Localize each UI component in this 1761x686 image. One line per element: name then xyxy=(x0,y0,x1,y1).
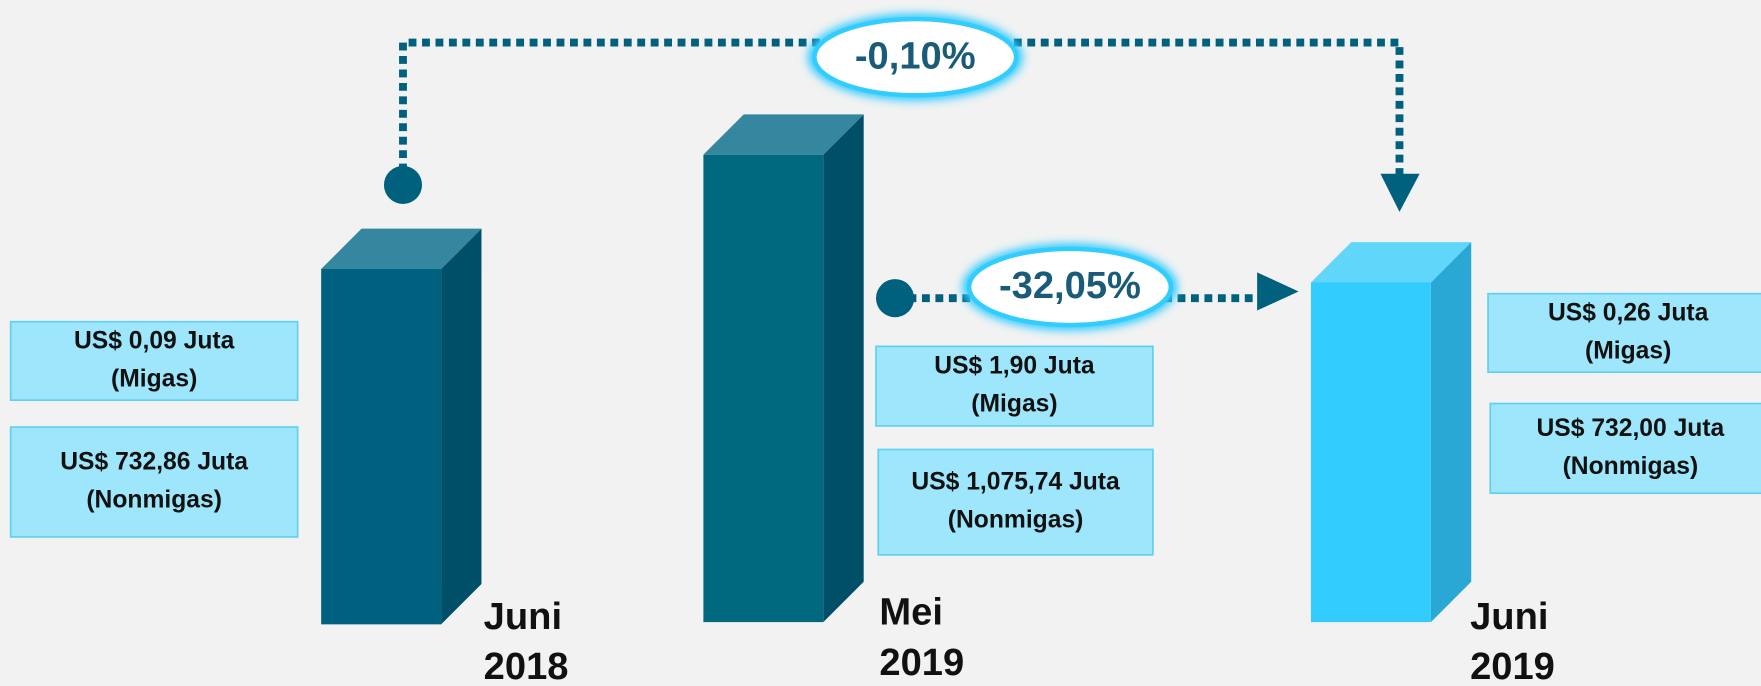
period-label: 2019 xyxy=(879,642,964,684)
bar-front xyxy=(703,154,824,623)
migas-text: US$ 0,26 Juta xyxy=(1548,299,1709,326)
nonmigas-text: (Nonmigas) xyxy=(948,507,1084,534)
nonmigas-box xyxy=(1489,402,1761,495)
nonmigas-box xyxy=(877,448,1154,556)
yoy-connector xyxy=(399,38,1404,185)
bar-top xyxy=(1310,242,1472,283)
migas-box xyxy=(9,320,299,402)
migas-text: US$ 0,09 Juta xyxy=(74,327,235,354)
nonmigas-text: US$ 732,00 Juta xyxy=(1537,415,1725,442)
nonmigas-text: (Nonmigas) xyxy=(86,487,222,514)
bar-top xyxy=(703,114,864,155)
yoy-badge xyxy=(812,16,1019,98)
mom-change: -32,05% xyxy=(999,265,1141,307)
mom-arrow xyxy=(1257,272,1299,311)
mom-badge xyxy=(966,246,1174,328)
yoy-change: -0,10% xyxy=(855,35,976,77)
nonmigas-text: US$ 1,075,74 Juta xyxy=(911,469,1120,496)
migas-text: (Migas) xyxy=(111,366,197,393)
migas-text: (Migas) xyxy=(1585,337,1671,364)
migas-text: (Migas) xyxy=(971,391,1057,418)
bar-top xyxy=(321,228,482,270)
yoy-arrow xyxy=(1380,173,1420,212)
nonmigas-box xyxy=(9,426,299,538)
bar-side xyxy=(441,228,482,625)
mom-start xyxy=(876,279,915,318)
migas-box xyxy=(1487,292,1761,373)
bar-side xyxy=(1430,242,1472,623)
bar-side xyxy=(823,114,864,623)
nonmigas-text: US$ 732,86 Juta xyxy=(60,448,248,475)
period-label: 2019 xyxy=(1470,646,1555,686)
migas-box xyxy=(875,345,1154,427)
bar-front xyxy=(1310,282,1431,623)
period-label: Mei xyxy=(879,591,943,633)
yoy-start xyxy=(383,165,423,205)
migas-text: US$ 1,90 Juta xyxy=(934,353,1095,380)
period-label: Juni xyxy=(484,596,562,638)
period-label: 2018 xyxy=(484,646,569,686)
bar-front xyxy=(321,269,442,625)
nonmigas-text: (Nonmigas) xyxy=(1563,453,1699,480)
period-label: Juni xyxy=(1470,596,1548,638)
